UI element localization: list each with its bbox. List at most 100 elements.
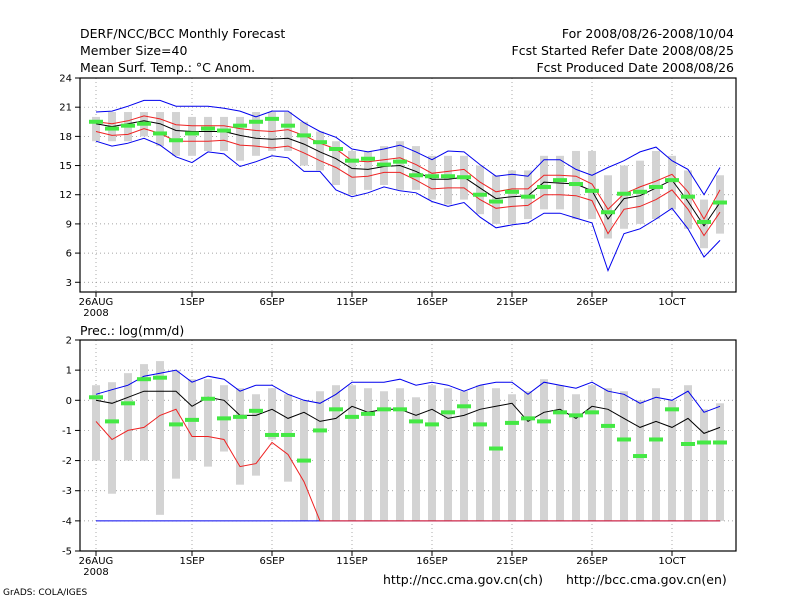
prec-member-mark: [409, 419, 423, 424]
prec-spread-bar: [140, 364, 148, 461]
temp-min-line: [95, 137, 721, 272]
prec-spread-bar: [252, 394, 260, 476]
prec-member-mark: [105, 419, 119, 424]
prec-member-mark: [585, 410, 599, 415]
temp-member-mark: [201, 126, 215, 131]
temp-member-mark: [89, 119, 103, 124]
prec-member-mark: [233, 414, 247, 419]
prec-xtick-label: 1SEP: [179, 556, 204, 567]
prec-member-mark: [185, 417, 199, 422]
prec-member-mark: [457, 404, 471, 409]
prec-spread-bar: [268, 388, 276, 440]
prec-member-mark: [473, 422, 487, 427]
prec-member-mark: [665, 407, 679, 412]
forecast-period: For 2008/08/26-2008/10/04: [561, 26, 734, 41]
prec-spread-bar: [684, 385, 692, 521]
prec-spread-bar: [108, 382, 116, 494]
temp-spread-bar: [588, 150, 596, 220]
prec-member-mark: [361, 411, 375, 416]
prec-spread-bar: [700, 409, 708, 521]
temp-member-mark: [457, 175, 471, 180]
temp-spread-bar: [620, 165, 628, 229]
temp-member-mark: [585, 188, 599, 193]
prec-spread-bar: [620, 391, 628, 521]
prec-member-mark: [633, 454, 647, 459]
prec-spread-bar: [444, 388, 452, 521]
temp-member-mark: [377, 162, 391, 167]
temp-member-mark: [473, 192, 487, 197]
prec-spread-bar: [604, 388, 612, 521]
prec-spread-bar: [668, 400, 676, 521]
prec-spread-bar: [492, 388, 500, 521]
temp-xtick-label: 21SEP: [496, 297, 527, 308]
prec-member-mark: [441, 410, 455, 415]
prec-spread-bar: [428, 385, 436, 521]
temp-member-mark: [233, 123, 247, 128]
prec-ytick-label: 0: [66, 396, 72, 407]
temp-spread-bar: [444, 155, 452, 205]
temp-member-mark: [505, 189, 519, 194]
url-english-link[interactable]: http://bcc.cma.gov.cn(en): [566, 572, 727, 587]
prec-spread-bar: [92, 385, 100, 461]
temp-xtick-label: 11SEP: [336, 297, 367, 308]
temp-spread-bar: [364, 150, 372, 190]
prec-member-mark: [249, 408, 263, 413]
prec-spread-bar: [396, 388, 404, 521]
temp-spread-bar: [476, 165, 484, 215]
temp-member-mark: [153, 131, 167, 136]
temp-member-mark: [409, 173, 423, 178]
prec-member-mark: [713, 440, 727, 445]
prec-member-mark: [489, 446, 503, 451]
temp-lower-line: [95, 128, 721, 237]
temp-max-line: [95, 99, 721, 196]
prec-lower-line: [95, 408, 720, 522]
temp-member-mark: [361, 156, 375, 161]
temp-member-mark: [425, 174, 439, 179]
temp-member-mark: [185, 131, 199, 136]
prec-member-mark: [697, 440, 711, 445]
temp-member-mark: [345, 158, 359, 163]
prec-member-mark: [329, 407, 343, 412]
temp-spread-bar: [220, 116, 228, 151]
prec-spread-bar: [588, 385, 596, 521]
prec-ytick-label: -4: [62, 516, 72, 527]
chart-title: DERF/NCC/BCC Monthly Forecast: [80, 26, 286, 41]
temp-spread-bar: [236, 116, 244, 161]
temp-ytick-label: 9: [66, 219, 72, 230]
prec-spread-bar: [156, 361, 164, 515]
prec-member-mark: [649, 437, 663, 442]
url-chinese-link[interactable]: http://ncc.cma.gov.cn(ch): [383, 572, 543, 587]
temp-member-mark: [105, 126, 119, 131]
prec-member-mark: [121, 401, 135, 406]
prec-member-mark: [217, 416, 231, 421]
prec-spread-bar: [572, 394, 580, 521]
prec-spread-bar: [652, 388, 660, 521]
temp-member-mark: [713, 200, 727, 205]
produced-date: Fcst Produced Date 2008/08/26: [536, 60, 734, 75]
temp-spread-bar: [412, 146, 420, 190]
prec-member-mark: [569, 413, 583, 418]
prec-xtick-label: 16SEP: [416, 556, 447, 567]
temp-member-mark: [601, 210, 615, 215]
temp-member-mark: [649, 184, 663, 189]
prec-xtick-label: 1OCT: [658, 556, 686, 567]
temp-spread-bar: [92, 116, 100, 142]
temp-member-mark: [617, 191, 631, 196]
temp-member-mark: [393, 159, 407, 164]
temp-member-mark: [553, 178, 567, 183]
temp-spread-bar: [284, 112, 292, 151]
prec-member-mark: [537, 419, 551, 424]
prec-member-mark: [313, 428, 327, 433]
prec-member-mark: [345, 414, 359, 419]
temp-spread-bar: [332, 141, 340, 185]
temp-xtick-label: 1SEP: [179, 297, 204, 308]
temp-member-mark: [169, 138, 183, 143]
temp-member-mark: [441, 174, 455, 179]
temp-ytick-label: 21: [59, 103, 72, 114]
temp-xtick-label: 1OCT: [658, 297, 686, 308]
temp-spread-bar: [204, 116, 212, 151]
temp-member-mark: [265, 116, 279, 121]
prec-member-mark: [553, 410, 567, 415]
prec-ytick-label: -3: [62, 486, 72, 497]
